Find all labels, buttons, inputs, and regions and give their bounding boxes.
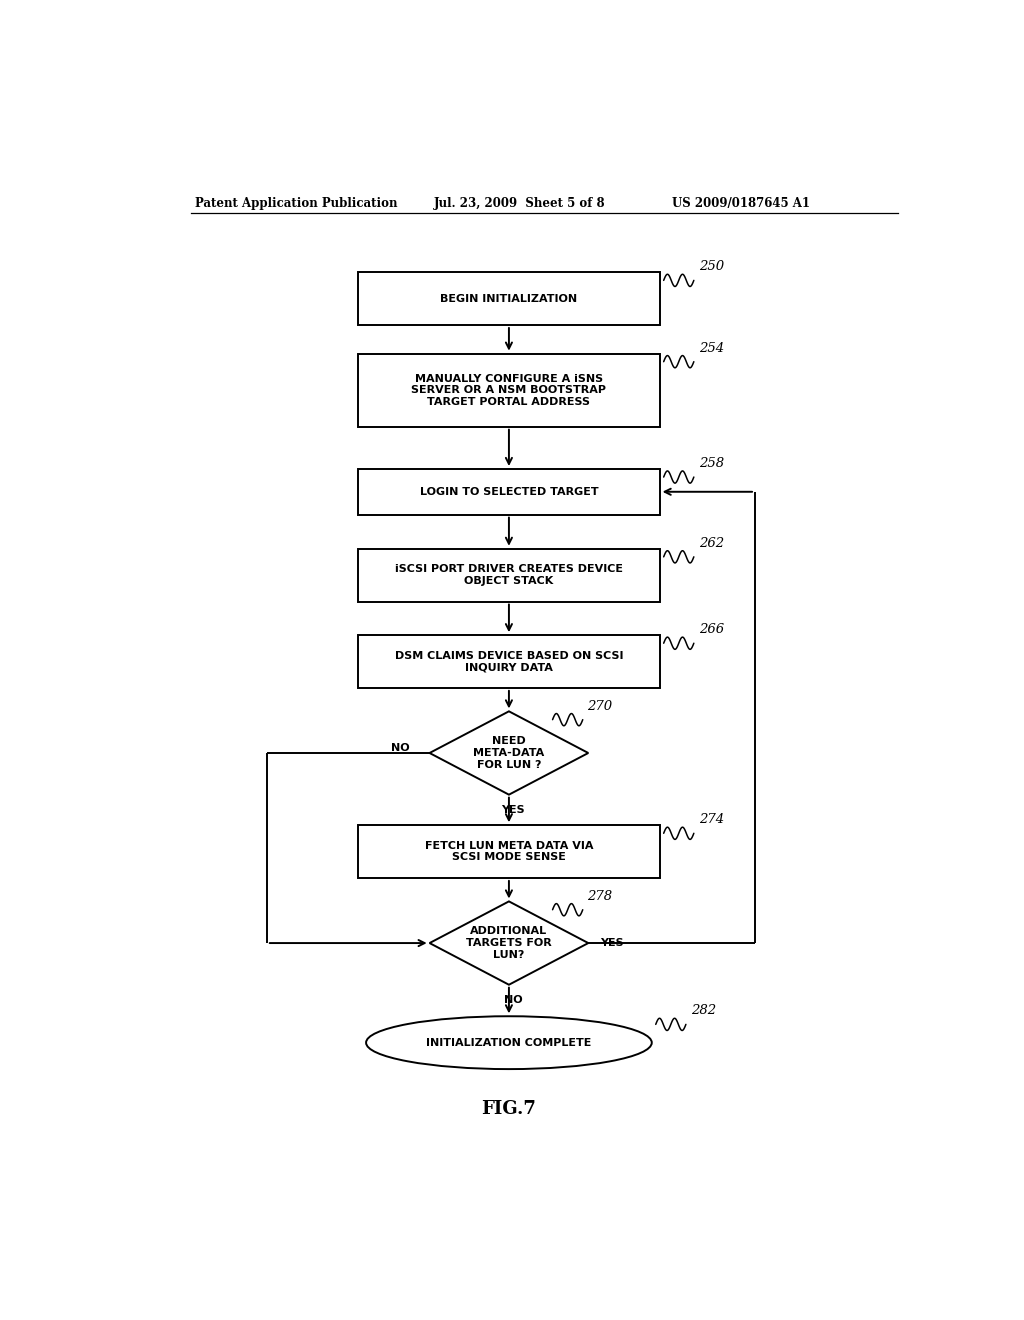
FancyBboxPatch shape: [358, 354, 659, 426]
FancyBboxPatch shape: [358, 825, 659, 878]
Text: NEED
META-DATA
FOR LUN ?: NEED META-DATA FOR LUN ?: [473, 737, 545, 770]
Ellipse shape: [367, 1016, 651, 1069]
Text: INITIALIZATION COMPLETE: INITIALIZATION COMPLETE: [426, 1038, 592, 1048]
Text: ADDITIONAL
TARGETS FOR
LUN?: ADDITIONAL TARGETS FOR LUN?: [466, 927, 552, 960]
Text: 282: 282: [690, 1005, 716, 1018]
Text: DSM CLAIMS DEVICE BASED ON SCSI
INQUIRY DATA: DSM CLAIMS DEVICE BASED ON SCSI INQUIRY …: [394, 651, 624, 672]
Text: LOGIN TO SELECTED TARGET: LOGIN TO SELECTED TARGET: [420, 487, 598, 496]
Text: iSCSI PORT DRIVER CREATES DEVICE
OBJECT STACK: iSCSI PORT DRIVER CREATES DEVICE OBJECT …: [395, 565, 623, 586]
Polygon shape: [430, 902, 588, 985]
Text: NO: NO: [504, 995, 522, 1005]
Text: 250: 250: [698, 260, 724, 273]
Text: 274: 274: [698, 813, 724, 826]
FancyBboxPatch shape: [358, 272, 659, 325]
Text: 278: 278: [588, 890, 612, 903]
FancyBboxPatch shape: [358, 549, 659, 602]
Text: YES: YES: [600, 939, 624, 948]
Text: US 2009/0187645 A1: US 2009/0187645 A1: [672, 197, 810, 210]
Text: YES: YES: [501, 805, 524, 814]
FancyBboxPatch shape: [358, 635, 659, 688]
Text: 266: 266: [698, 623, 724, 636]
Text: Patent Application Publication: Patent Application Publication: [196, 197, 398, 210]
Text: FETCH LUN META DATA VIA
SCSI MODE SENSE: FETCH LUN META DATA VIA SCSI MODE SENSE: [425, 841, 593, 862]
Text: FIG.7: FIG.7: [481, 1100, 537, 1118]
Text: 254: 254: [698, 342, 724, 355]
Text: Jul. 23, 2009  Sheet 5 of 8: Jul. 23, 2009 Sheet 5 of 8: [433, 197, 605, 210]
Text: 258: 258: [698, 457, 724, 470]
Text: 270: 270: [588, 700, 612, 713]
Text: BEGIN INITIALIZATION: BEGIN INITIALIZATION: [440, 293, 578, 304]
Text: 262: 262: [698, 537, 724, 549]
Text: NO: NO: [391, 743, 410, 752]
FancyBboxPatch shape: [358, 469, 659, 515]
Polygon shape: [430, 711, 588, 795]
Text: MANUALLY CONFIGURE A iSNS
SERVER OR A NSM BOOTSTRAP
TARGET PORTAL ADDRESS: MANUALLY CONFIGURE A iSNS SERVER OR A NS…: [412, 374, 606, 407]
